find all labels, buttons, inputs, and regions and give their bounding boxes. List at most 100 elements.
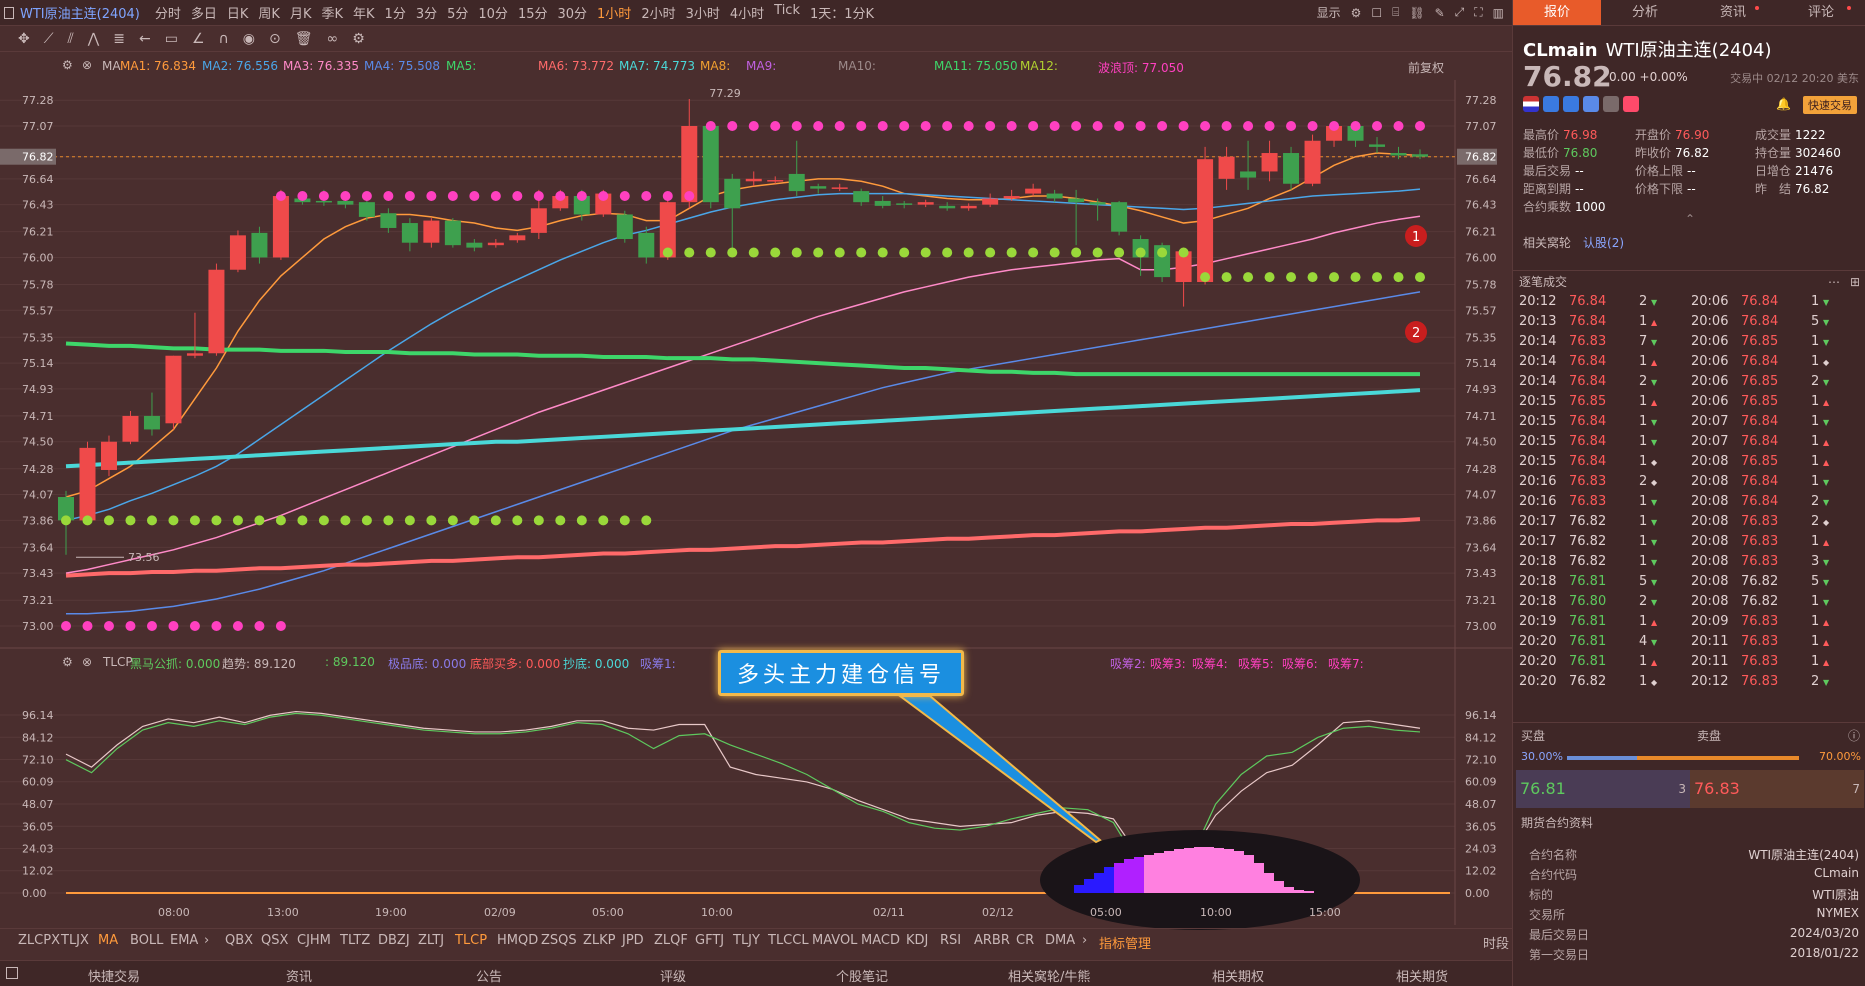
indicator-tab[interactable]: ZLKP bbox=[583, 933, 616, 948]
interval-12[interactable]: 30分 bbox=[557, 7, 588, 22]
eye-icon[interactable]: ◉ bbox=[242, 30, 256, 47]
ma-legend-item[interactable]: MA12: bbox=[1020, 59, 1058, 73]
quote-tab[interactable]: 资讯 bbox=[1689, 0, 1777, 25]
zigzag-tool-icon[interactable]: ⋀ bbox=[87, 30, 100, 47]
status-link[interactable]: 相关窝轮/牛熊 bbox=[1008, 970, 1091, 985]
heart-icon[interactable] bbox=[1623, 96, 1639, 112]
ma-legend-item[interactable]: MA5: bbox=[446, 59, 477, 73]
indicator-tab[interactable]: TLCP bbox=[455, 933, 488, 948]
status-link[interactable]: 评级 bbox=[660, 970, 687, 985]
indicator-legend-item[interactable]: 极品底: 0.000 bbox=[388, 657, 467, 671]
indicator-tab[interactable]: MA bbox=[98, 933, 119, 948]
line-tool-icon[interactable]: ⟋ bbox=[43, 30, 54, 47]
interval-2[interactable]: 日K bbox=[226, 7, 249, 22]
related-link[interactable]: 相关窝轮 bbox=[1523, 236, 1572, 250]
quote-tab[interactable]: 分析 bbox=[1601, 0, 1689, 25]
indicator-name[interactable]: TLCP bbox=[103, 655, 133, 669]
expand-icon[interactable]: ⤢ bbox=[1454, 5, 1465, 19]
expand-chevron-icon[interactable]: ⌃ bbox=[1685, 212, 1696, 226]
layout-icon[interactable]: ☐ bbox=[1371, 5, 1383, 20]
period-button[interactable]: 时段 bbox=[1483, 937, 1510, 952]
ask-cell[interactable]: 76.83 7 bbox=[1690, 770, 1864, 808]
indicator-tab[interactable]: TLCCL bbox=[768, 933, 809, 948]
interval-16[interactable]: 4小时 bbox=[729, 7, 765, 22]
fullscreen-icon[interactable]: ⛶ bbox=[1474, 5, 1483, 19]
indicator-legend-item[interactable]: 吸筹2: bbox=[1110, 657, 1146, 671]
tag-icon[interactable] bbox=[1583, 96, 1599, 112]
status-link[interactable]: 相关期权 bbox=[1212, 970, 1265, 985]
pen-icon[interactable]: ✎ bbox=[1434, 5, 1445, 20]
interval-18[interactable]: 1天：1分K bbox=[810, 7, 875, 22]
status-link[interactable]: 资讯 bbox=[286, 970, 313, 985]
indicator-legend-item[interactable]: 吸筹7: bbox=[1328, 657, 1364, 671]
indicator-tab[interactable]: ZSQS bbox=[541, 933, 577, 948]
indicator-tab[interactable]: HMQD bbox=[497, 933, 539, 948]
indicator-tab[interactable]: TLJY bbox=[733, 933, 760, 948]
more-icon[interactable]: ⋯ bbox=[1828, 275, 1840, 289]
link-icon[interactable]: ⛓ bbox=[1409, 5, 1425, 20]
price-chart[interactable]: 77.28 77.28 77.07 77.07 76.82 76.82 76.64 76.64… bbox=[0, 52, 1512, 932]
quick-trade-button[interactable]: 快速交易 bbox=[1803, 96, 1857, 114]
fib-tool-icon[interactable]: ≣ bbox=[113, 30, 126, 47]
related-link[interactable]: 认股(2) bbox=[1583, 236, 1625, 250]
indicator-tab[interactable]: ARBR bbox=[974, 933, 1010, 948]
interval-8[interactable]: 3分 bbox=[415, 7, 438, 22]
indicator-legend-item[interactable]: : 89.120 bbox=[325, 655, 375, 669]
interval-15[interactable]: 3小时 bbox=[685, 7, 720, 22]
grid-icon[interactable]: ⊞ bbox=[1849, 275, 1860, 289]
indicator-tab[interactable]: ZLQF bbox=[654, 933, 688, 948]
indicator-tab[interactable]: JPD bbox=[622, 933, 644, 948]
arrow-tool-icon[interactable]: ← bbox=[139, 30, 151, 47]
ma-indicator-name[interactable]: MA bbox=[102, 59, 121, 73]
indicator-tab[interactable]: RSI bbox=[940, 933, 962, 948]
interval-3[interactable]: 周K bbox=[258, 7, 280, 22]
interval-9[interactable]: 5分 bbox=[447, 7, 469, 22]
status-link[interactable]: 相关期货 bbox=[1396, 970, 1449, 985]
status-link[interactable]: 个股笔记 bbox=[836, 970, 889, 985]
indicator-tab[interactable]: GFTJ bbox=[695, 933, 725, 948]
instrument-title[interactable]: WTI原油主连(2404) bbox=[20, 7, 140, 22]
bid-cell[interactable]: 76.81 3 bbox=[1516, 770, 1690, 808]
interval-4[interactable]: 月K bbox=[289, 7, 312, 22]
info-icon[interactable]: ⓘ bbox=[1847, 729, 1860, 743]
indicator-legend-item[interactable]: 吸筹4: bbox=[1192, 657, 1228, 671]
settings-icon[interactable]: ⚙ bbox=[352, 30, 365, 47]
sidebar-toggle-icon[interactable]: ▥ bbox=[1492, 5, 1504, 20]
interval-13[interactable]: 1小时 bbox=[597, 7, 632, 22]
indicator-legend-item[interactable]: 吸筹3: bbox=[1150, 657, 1186, 671]
interval-0[interactable]: 分时 bbox=[154, 7, 181, 22]
interval-6[interactable]: 年K bbox=[353, 7, 375, 22]
interval-11[interactable]: 15分 bbox=[517, 7, 548, 22]
display-menu[interactable]: 显示 bbox=[1316, 6, 1341, 20]
doc-icon[interactable] bbox=[1603, 96, 1619, 112]
interval-7[interactable]: 1分 bbox=[384, 7, 406, 22]
sidebar-toggle-icon[interactable] bbox=[6, 967, 18, 979]
indicator-tab[interactable]: DMA bbox=[1045, 933, 1076, 948]
indicator-tab[interactable]: EMA bbox=[170, 933, 199, 948]
indicator-tab[interactable]: KDJ bbox=[906, 933, 929, 948]
quote-tab[interactable]: 评论 bbox=[1777, 0, 1865, 25]
indicator-legend-item[interactable]: 底部买多: 0.000 bbox=[470, 657, 561, 671]
magnet-icon[interactable]: ∩ bbox=[218, 30, 229, 47]
ma-legend-item[interactable]: MA1: 76.834 bbox=[120, 59, 197, 73]
indicator-legend-item[interactable]: 吸筹6: bbox=[1282, 657, 1318, 671]
indicator-tab[interactable]: ZLCPX bbox=[18, 933, 60, 948]
ma-legend-item[interactable]: MA7: 74.773 bbox=[619, 59, 696, 73]
crosshair-icon[interactable]: ✥ bbox=[18, 30, 30, 47]
interval-1[interactable]: 多日 bbox=[190, 7, 217, 22]
indicator-tab[interactable]: TLTZ bbox=[340, 933, 371, 948]
ma-legend-item[interactable]: MA6: 73.772 bbox=[538, 59, 615, 73]
gear-icon[interactable]: ⚙ bbox=[1350, 5, 1362, 20]
indicator-legend-item[interactable]: 吸筹5: bbox=[1238, 657, 1274, 671]
ma-legend-item[interactable]: MA2: 76.556 bbox=[202, 59, 279, 73]
lightning-icon[interactable] bbox=[1543, 96, 1559, 112]
tick-list[interactable]: 20:12 76.84 2 ▼ 20:13 76.84 1 ▲ 20:14 76.83 7 ▼ 20:1… bbox=[1513, 292, 1865, 692]
trash-icon[interactable]: 🗑 bbox=[294, 30, 313, 47]
status-link[interactable]: 公告 bbox=[476, 970, 503, 985]
ma-legend-item[interactable]: MA8: bbox=[700, 59, 731, 73]
status-link[interactable]: 快捷交易 bbox=[88, 970, 141, 985]
ma-legend-item[interactable]: 波浪顶: 77.050 bbox=[1098, 61, 1184, 75]
quote-tab[interactable]: 报价 bbox=[1513, 0, 1601, 25]
indicator-tab[interactable]: ZLTJ bbox=[418, 933, 445, 948]
fq-toggle[interactable]: 前复权 bbox=[1408, 61, 1445, 75]
